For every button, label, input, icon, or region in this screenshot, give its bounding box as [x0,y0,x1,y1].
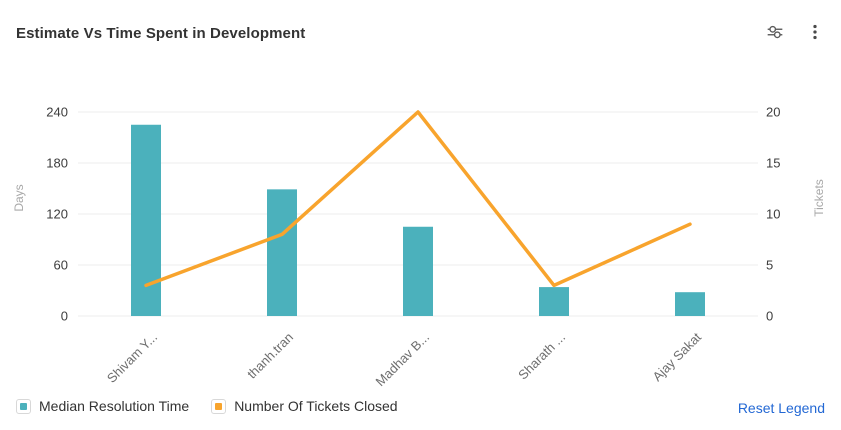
right-axis-title: Tickets [812,179,826,217]
bar-median-resolution-time[interactable] [675,292,705,316]
legend-label: Median Resolution Time [39,398,190,414]
kebab-menu-icon [813,24,817,40]
filter-sliders-icon [767,25,783,39]
legend-swatch-orange-fill [215,402,223,410]
left-axis-tick-label: 60 [54,258,68,273]
right-axis-tick-label: 5 [766,258,773,273]
right-axis-tick-label: 0 [766,309,773,324]
page-title: Estimate Vs Time Spent in Development [16,25,306,42]
right-axis-tick-label: 15 [766,156,780,171]
legend-item-number-of-tickets-closed[interactable]: Number Of Tickets Closed [211,398,398,414]
line-number-of-tickets-closed[interactable] [144,110,692,288]
x-axis-category-label: Shivam Y... [104,330,160,386]
left-axis-tick-label: 180 [46,156,68,171]
x-axis-category-label: Sharath ... [515,330,568,383]
bar-median-resolution-time[interactable] [267,189,297,316]
left-axis-title: Days [12,184,26,211]
left-axis-tick-label: 0 [61,309,68,324]
legend-item-median-resolution-time[interactable]: Median Resolution Time [16,398,189,414]
x-axis-category-label: Ajay Sakat [650,329,705,384]
bar-median-resolution-time[interactable] [403,226,433,316]
right-axis-tick-label: 20 [766,105,780,120]
right-axis-tick-label: 10 [766,207,780,222]
bar-median-resolution-time[interactable] [539,287,569,316]
filter-button[interactable] [761,18,789,46]
chart-legend: Median Resolution Time Number Of Tickets… [16,398,398,414]
legend-label: Number Of Tickets Closed [234,398,398,414]
x-axis-category-label: thanh.tran [244,330,296,382]
reset-legend-link[interactable]: Reset Legend [737,400,825,416]
left-axis-tick-label: 240 [46,105,68,120]
more-options-button[interactable] [801,18,829,46]
x-axis-category-label: Madhav B... [372,330,432,390]
bar-median-resolution-time[interactable] [131,124,161,316]
header-actions [761,18,829,46]
left-axis-tick-label: 120 [46,207,68,222]
legend-swatch-teal-fill [20,402,27,410]
legend-swatch-orange [211,398,227,414]
legend-swatch-teal [16,398,31,414]
